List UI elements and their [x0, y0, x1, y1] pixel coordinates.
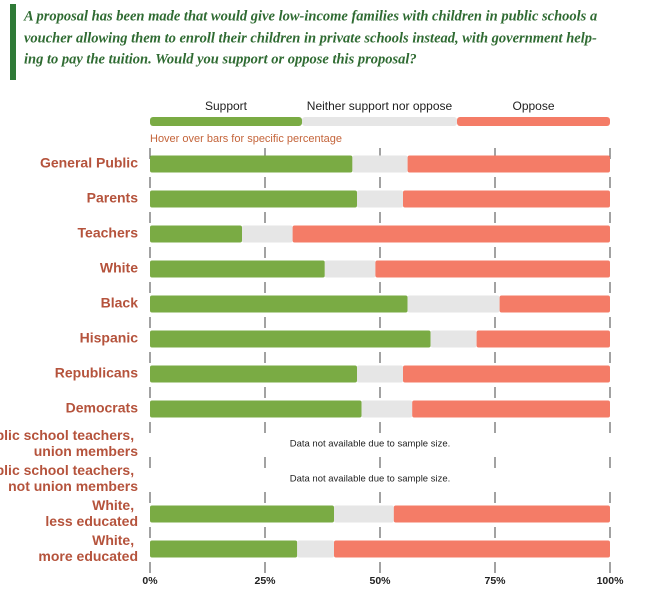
annotation: Data not available due to sample size.	[290, 439, 451, 450]
category-label: White	[100, 260, 138, 276]
category-label: White, more educated	[38, 532, 138, 564]
legend-label: Oppose	[512, 99, 554, 113]
category-label: Public school teachers, union members	[0, 427, 138, 459]
category-label: White, less educated	[45, 497, 138, 529]
category-label: Teachers	[78, 225, 139, 241]
legend-label: Neither support nor oppose	[307, 99, 453, 113]
bar-segment	[476, 330, 610, 348]
annotation: Data not available due to sample size.	[290, 474, 451, 485]
accent-bar	[10, 4, 16, 80]
x-tick-label: 75%	[484, 575, 506, 587]
x-tick-label: 25%	[254, 575, 276, 587]
bar-segment	[357, 190, 403, 208]
bar-segment	[499, 295, 610, 313]
bar-segment	[375, 260, 610, 278]
category-label: Republicans	[55, 365, 138, 381]
question-line: A proposal has been made that would give…	[23, 8, 597, 24]
bar-segment	[150, 540, 298, 558]
x-tick-label: 50%	[369, 575, 391, 587]
question-line: voucher allowing them to enroll their ch…	[24, 30, 597, 46]
x-tick-label: 0%	[142, 575, 158, 587]
bar-segment	[407, 295, 500, 313]
bar-segment	[150, 260, 325, 278]
bar-segment	[242, 225, 293, 243]
category-label: Democrats	[66, 400, 139, 416]
bar-segment	[150, 505, 334, 523]
bar-segment	[150, 365, 357, 383]
legend-swatch	[150, 117, 302, 126]
bar-segment	[150, 400, 362, 418]
bar-segment	[361, 400, 413, 418]
bar-segment	[403, 190, 610, 208]
subtitle: Hover over bars for specific percentage	[150, 133, 342, 145]
bar-segment	[150, 330, 431, 348]
bar-segment	[393, 505, 610, 523]
category-label: Black	[101, 295, 139, 311]
category-label: Hispanic	[80, 330, 139, 346]
bar-segment	[334, 505, 394, 523]
category-label: Public school teachers, not union member…	[0, 462, 138, 494]
bar-segment	[430, 330, 477, 348]
bar-segment	[324, 260, 376, 278]
legend-swatch	[302, 117, 457, 126]
bar-segment	[407, 155, 610, 173]
bar-segment	[297, 540, 334, 558]
bar-segment	[150, 190, 357, 208]
bar-segment	[292, 225, 610, 243]
bar-segment	[334, 540, 610, 558]
bar-segment	[352, 155, 408, 173]
legend-label: Support	[205, 99, 248, 113]
bar-segment	[150, 295, 408, 313]
bar-segment	[412, 400, 610, 418]
category-label: Parents	[87, 190, 139, 206]
bar-segment	[150, 225, 242, 243]
x-tick-label: 100%	[597, 575, 625, 587]
question-line: ing to pay the tuition. Would you suppor…	[24, 51, 417, 67]
bar-segment	[357, 365, 403, 383]
bar-segment	[403, 365, 610, 383]
bar-segment	[150, 155, 353, 173]
category-label: General Public	[40, 155, 138, 171]
legend-swatch	[457, 117, 610, 126]
